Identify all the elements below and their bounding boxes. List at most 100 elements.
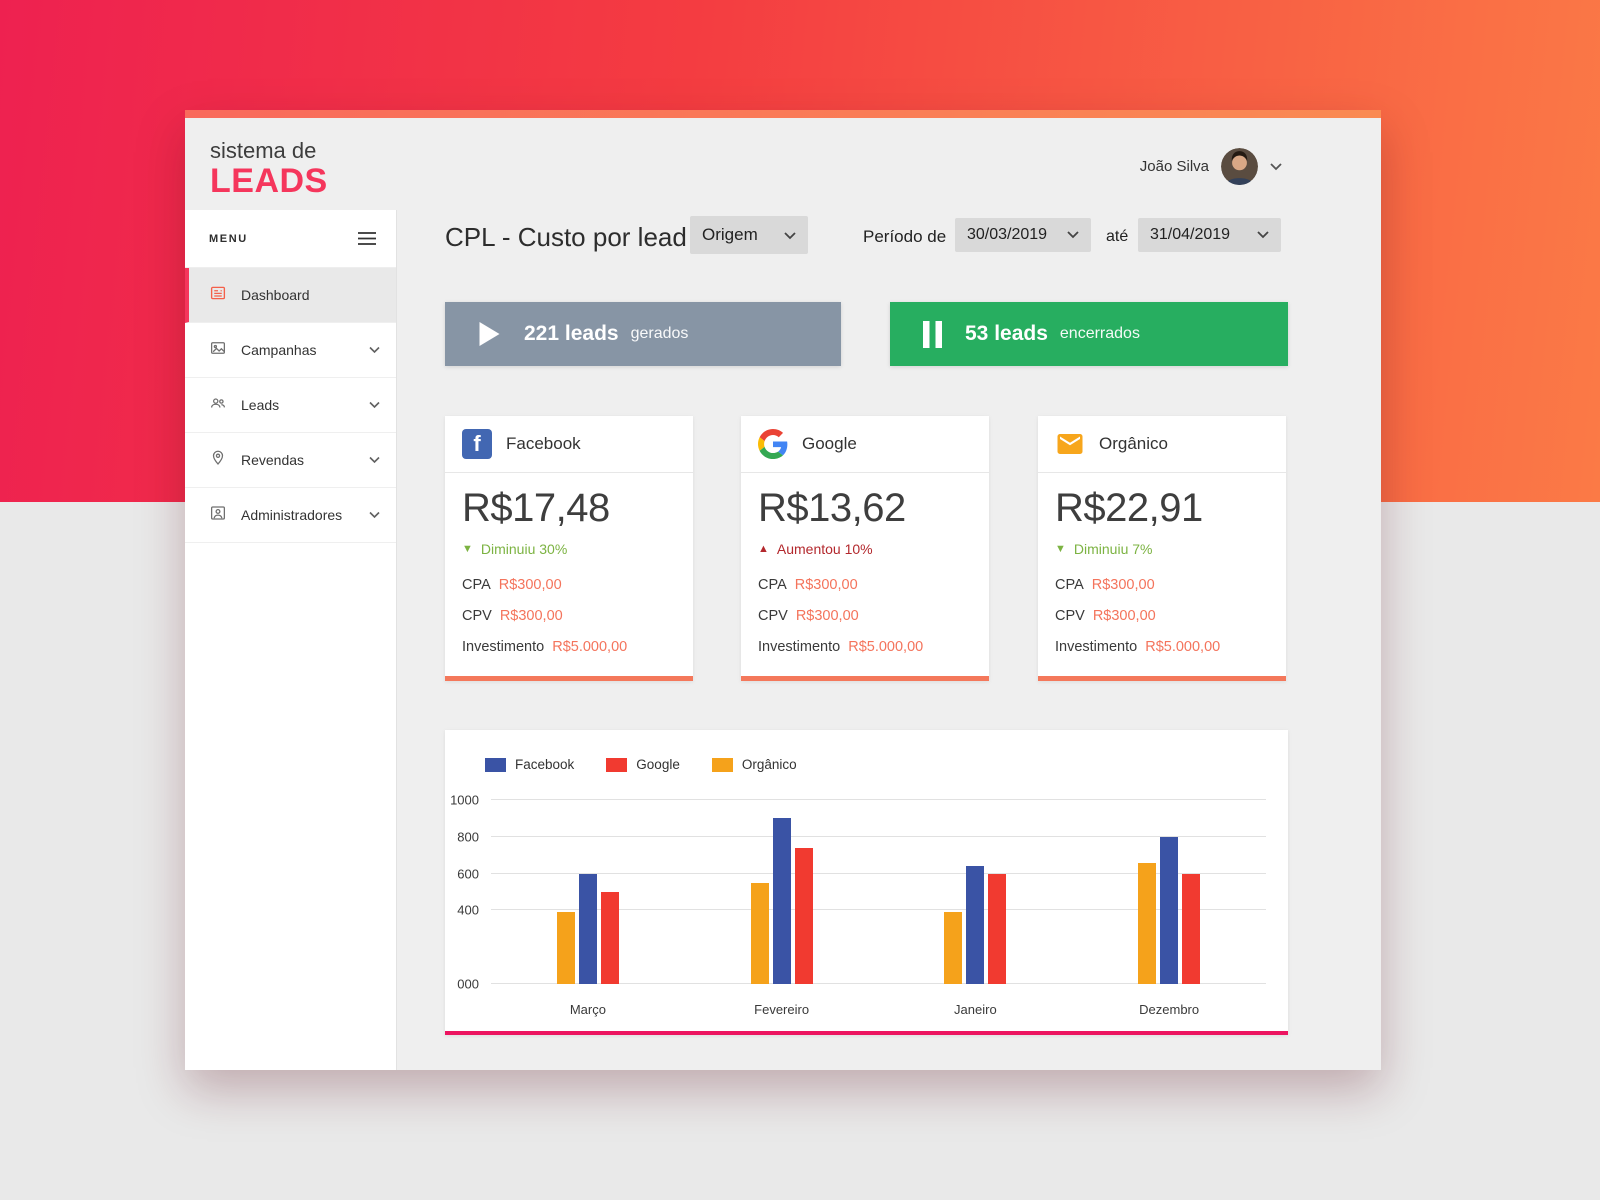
user-menu[interactable]: João Silva	[1140, 148, 1282, 185]
bar-orgânico	[1138, 862, 1157, 984]
stat-value: R$300,00	[795, 607, 859, 624]
stat-row: Investimento R$5.000,00	[462, 631, 676, 662]
date-to-value: 31/04/2019	[1150, 226, 1231, 243]
stat-label: CPA	[1055, 576, 1084, 593]
until-label: até	[1106, 228, 1129, 245]
card-value: R$22,91	[1055, 486, 1203, 530]
origin-select-value: Origem	[702, 225, 758, 244]
y-axis-tick-label: 400	[457, 902, 479, 918]
stat-row: CPV R$300,00	[1055, 600, 1269, 631]
triangle-down-icon: ▼	[1055, 543, 1066, 555]
app-logo: sistema de LEADS	[210, 138, 328, 200]
stat-row: CPA R$300,00	[758, 569, 972, 600]
stat-value: R$5.000,00	[848, 638, 924, 655]
legend-item-organico: Orgânico	[711, 757, 797, 772]
legend-swatch-organico	[711, 757, 733, 772]
x-axis-label: Março	[569, 1002, 606, 1017]
y-axis-tick-label: 600	[457, 866, 479, 882]
leads-icon	[209, 394, 227, 417]
stat-label: CPV	[462, 607, 492, 624]
date-from-select[interactable]: 30/03/2019	[955, 218, 1091, 252]
triangle-up-icon: ▲	[758, 543, 769, 555]
sidebar-menu-header: MENU	[185, 210, 396, 268]
sidebar-item-label: Revendas	[241, 452, 305, 468]
window-accent-bar	[185, 110, 1381, 118]
chart-legend: Facebook Google Orgânico	[485, 757, 797, 772]
stat-label: CPA	[758, 576, 787, 593]
banner-leads-generated: 221 leads gerados	[445, 302, 841, 366]
bar-orgânico	[750, 882, 769, 984]
chevron-down-icon	[369, 346, 380, 354]
x-axis-label: Fevereiro	[754, 1002, 810, 1017]
sidebar-item-campanhas[interactable]: Campanhas	[185, 323, 396, 378]
bar-facebook	[772, 818, 791, 984]
card-header: f Facebook	[445, 416, 693, 473]
sidebar-item-label: Campanhas	[241, 342, 317, 358]
bar-facebook	[1160, 836, 1179, 984]
chevron-down-icon	[369, 511, 380, 519]
banner-suffix: gerados	[630, 325, 689, 342]
date-from-value: 30/03/2019	[967, 226, 1048, 243]
bar-group	[1072, 800, 1266, 984]
x-axis-label: Dezembro	[1139, 1002, 1200, 1017]
banner-suffix: encerrados	[1059, 325, 1140, 342]
sidebar-item-leads[interactable]: Leads	[185, 378, 396, 433]
sidebar-item-dashboard[interactable]: Dashboard	[185, 268, 396, 323]
bar-group	[685, 800, 879, 984]
stat-value: R$300,00	[794, 576, 858, 593]
origin-select[interactable]: Origem	[690, 216, 808, 254]
stat-value: R$300,00	[1091, 576, 1155, 593]
y-axis-tick-label: 1000	[450, 792, 479, 808]
card-trend: ▲ Aumentou 10%	[758, 541, 972, 557]
logo-title: LEADS	[210, 162, 328, 200]
card-trend: ▼ Diminuiu 30%	[462, 541, 676, 557]
sidebar-item-label: Administradores	[241, 507, 343, 523]
chart-bars	[491, 800, 1266, 984]
chart-x-axis: Março Fevereiro Janeiro Dezembro	[491, 1002, 1266, 1017]
banner-leads-closed: 53 leads encerrados	[890, 302, 1288, 366]
chart-gridline	[491, 909, 1266, 911]
stat-label: CPV	[758, 607, 788, 624]
stat-label: Investimento	[758, 638, 841, 655]
facebook-icon: f	[462, 429, 492, 459]
app-window: sistema de LEADS João Silva MENU	[185, 110, 1381, 1070]
chevron-down-icon	[1270, 158, 1282, 176]
legend-label: Facebook	[515, 757, 575, 772]
chevron-down-icon	[1257, 226, 1269, 244]
bar-group	[491, 800, 685, 984]
sidebar-item-administradores[interactable]: Administradores	[185, 488, 396, 543]
menu-label: MENU	[209, 232, 248, 245]
card-trend: ▼ Diminuiu 7%	[1055, 541, 1269, 557]
stat-row: Investimento R$5.000,00	[758, 631, 972, 662]
card-value: R$17,48	[462, 486, 610, 530]
card-facebook: f Facebook R$17,48 ▼ Diminuiu 30% CPA R$…	[445, 416, 693, 681]
legend-swatch-google	[606, 757, 628, 772]
y-axis-tick-label: 800	[457, 829, 479, 845]
card-stats: CPA R$300,00 CPV R$300,00 Investimento R…	[462, 569, 676, 662]
stat-label: CPA	[462, 576, 491, 593]
stat-label: Investimento	[1055, 638, 1138, 655]
chevron-down-icon	[1067, 226, 1079, 244]
banner-count: 53 leads	[965, 322, 1048, 345]
sidebar-item-revendas[interactable]: Revendas	[185, 433, 396, 488]
admin-badge-icon	[209, 504, 227, 527]
chart-y-axis: 1000 800 600 400 000	[445, 793, 487, 992]
card-header: Orgânico	[1038, 416, 1286, 473]
bar-google	[600, 892, 619, 984]
hamburger-menu-icon[interactable]	[358, 232, 376, 245]
stat-value: R$5.000,00	[552, 638, 628, 655]
triangle-down-icon: ▼	[462, 543, 473, 555]
bar-orgânico	[556, 912, 575, 984]
date-to-select[interactable]: 31/04/2019	[1138, 218, 1281, 252]
stat-value: R$300,00	[499, 607, 563, 624]
period-label: Período de	[863, 227, 947, 246]
dashboard-icon	[209, 284, 227, 307]
bar-google	[988, 873, 1007, 984]
stat-row: CPV R$300,00	[758, 600, 972, 631]
sidebar-item-label: Dashboard	[241, 287, 310, 303]
chart-gridline	[491, 835, 1266, 837]
stat-row: CPA R$300,00	[462, 569, 676, 600]
chart-gridline	[491, 872, 1266, 874]
bar-group	[879, 800, 1073, 984]
chart-gridline	[491, 983, 1266, 984]
